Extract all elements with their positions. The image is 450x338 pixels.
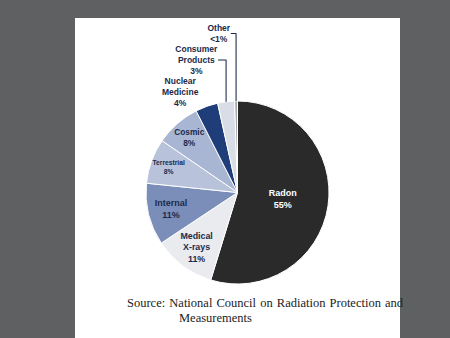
svg-text:Internal11%: Internal11% (155, 198, 188, 220)
svg-text:Cosmic8%: Cosmic8% (174, 127, 204, 148)
svg-text:Terrestrial8%: Terrestrial8% (152, 159, 184, 175)
svg-text:Radon55%: Radon55% (269, 188, 297, 210)
html-text:Source: National Council on Ra: Source: National Council on Radiation Pr… (127, 296, 404, 325)
svg-text:Other<1%: Other<1% (207, 23, 230, 44)
svg-text:NuclearMedicine4%: NuclearMedicine4% (162, 76, 199, 108)
svg-text:MedicalX-rays11%: MedicalX-rays11% (180, 231, 212, 264)
svg-text:ConsumerProducts3%: ConsumerProducts3% (175, 44, 218, 76)
